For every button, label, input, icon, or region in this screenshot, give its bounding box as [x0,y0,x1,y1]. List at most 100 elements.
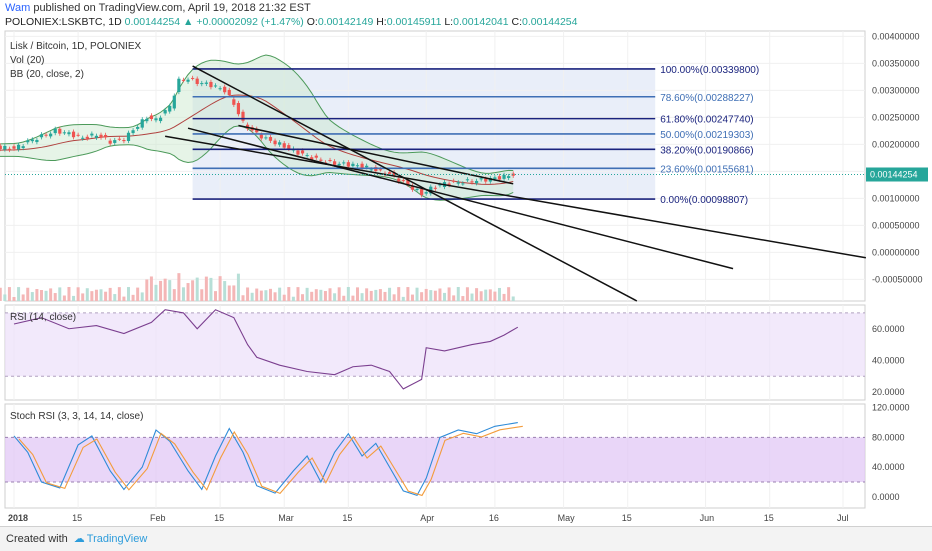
volume-bar [314,289,318,301]
stoch-axis-label: 0.0000 [872,492,900,502]
volume-bar [305,287,309,301]
volume-bar [456,287,460,301]
volume-bar [479,291,483,301]
price-axis-label: 0.00050000 [872,220,920,230]
candle-body [355,165,360,167]
fib-level-label: 78.60%(0.00288227) [660,93,753,104]
volume-bar [301,294,305,301]
volume-bar [186,283,190,301]
volume-bar [154,284,158,301]
candle-body [502,174,506,179]
volume-bar [191,280,195,301]
volume-bar [149,276,153,301]
fib-level-label: 0.00%(0.00098807) [660,195,748,206]
publish-line: Wam published on TradingView.com, April … [5,2,311,14]
tradingview-brand[interactable]: TradingView [86,533,148,545]
volume-bar [204,276,208,301]
volume-bar [365,288,369,301]
volume-bar [278,287,282,301]
time-axis-label: Apr [420,513,434,523]
volume-bar [328,288,332,301]
candle-body [76,134,80,136]
candle-body [424,192,428,194]
candle-body [0,145,2,149]
candle-body [241,111,245,121]
volume-bar [127,287,130,301]
volume-bar [17,287,21,301]
candle-body [479,178,483,180]
volume-bar [502,293,506,301]
volume-bar [177,273,181,301]
volume-bar [429,290,433,301]
candle-body [163,110,167,114]
volume-bar [268,288,272,301]
price-axis-label: 0.00000000 [872,247,920,257]
fib-level-label: 38.20%(0.00190866) [660,145,753,156]
volume-bar [62,295,66,301]
high-value: 0.00145911 [386,16,442,28]
candle-body [140,119,144,128]
price-axis-label: 0.00300000 [872,85,920,95]
candle-body [186,79,190,82]
volume-bar [76,287,80,301]
candle-body [113,140,117,143]
candle-body [26,140,30,143]
volume-bar [401,296,405,301]
candle-body [104,134,108,138]
volume-bar [342,295,346,301]
volume-bar [507,287,511,301]
candle-body [360,163,364,169]
candle-body [213,85,218,87]
volume-bar [81,293,85,301]
author-name[interactable]: Wam [5,2,31,14]
volume-bar [346,287,350,301]
candle-body [99,134,103,138]
chart-header: Wam published on TradingView.com, April … [0,0,932,30]
candle-body [433,187,437,189]
volume-bar [374,289,378,301]
volume-bar [438,288,442,301]
candle-body [71,131,76,138]
tradingview-logo-icon: ☁ [73,533,85,545]
trendline [192,65,638,302]
volume-bar [356,287,359,301]
candle-body [264,137,268,139]
volume-bar [181,287,185,301]
price-axis-label: 0.00400000 [872,31,920,41]
candle-body [406,180,410,185]
candle-body [227,89,231,96]
volume-bar [452,295,456,301]
candle-body [209,81,213,88]
candle-body [310,157,314,160]
volume-bar [49,288,53,301]
candle-body [126,132,131,142]
volume-bar [420,292,424,301]
ohlc-line: POLONIEX:LSKBTC, 1D 0.00144254 ▲ +0.0000… [5,16,578,28]
created-with-text: Created with [6,533,68,545]
candle-body [278,142,282,145]
chart-area[interactable]: 100.00%(0.00339800) 78.60%(0.00288227) 61.… [0,30,932,526]
volume-bar [104,291,108,301]
volume-bar [0,287,2,301]
candle-body [232,99,236,105]
candle-body [122,140,126,142]
volume-bar [113,294,117,301]
volume-bar [447,287,451,301]
volume-bar [493,291,497,301]
candle-body [461,183,465,185]
open-label: O: [306,16,318,28]
candle-body [195,78,199,84]
volume-bar [35,289,39,301]
trendline [187,127,734,270]
candle-body [378,169,382,171]
close-label: C: [511,16,523,28]
candle-body [181,79,186,81]
volume-bar [397,287,401,301]
candle-body [44,134,48,136]
candle-body [268,137,273,141]
volume-bar [12,297,16,301]
volume-bar [145,279,149,301]
time-axis-label: 2018 [8,513,28,523]
high-label: H: [376,16,387,28]
fib-level-label: 23.60%(0.00155681) [660,164,753,175]
